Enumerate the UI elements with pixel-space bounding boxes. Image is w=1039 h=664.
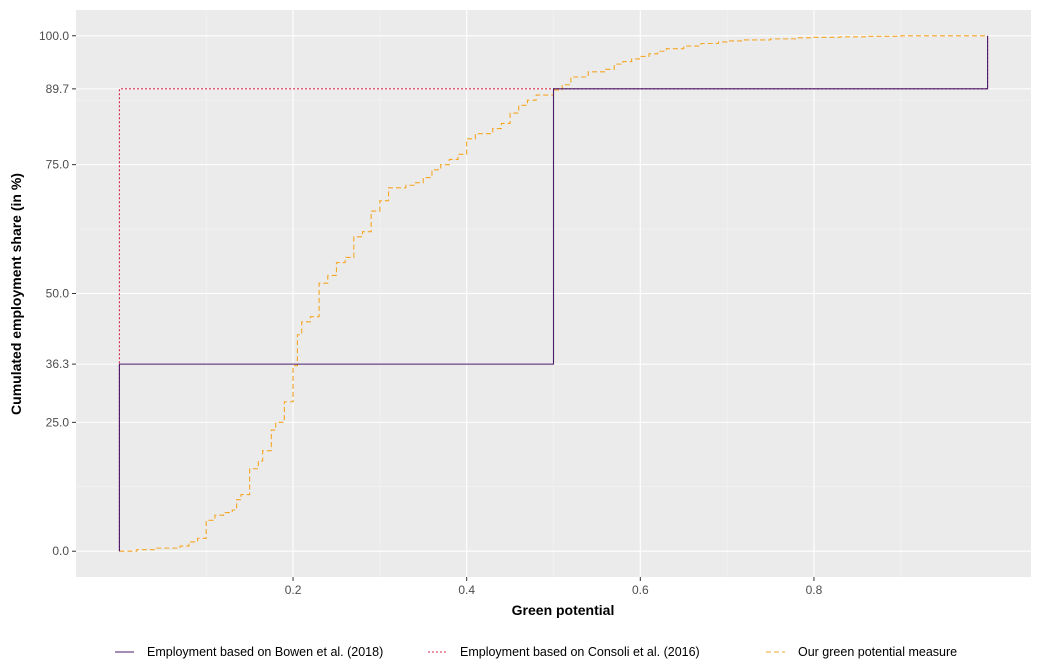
series-layer: [118, 35, 989, 552]
y-axis-title: Cumulated employment share (in %): [8, 173, 24, 415]
x-tick-label: 0.2: [285, 583, 302, 597]
y-tick-label: 25.0: [46, 415, 70, 429]
y-tick-label: 0.0: [52, 544, 69, 558]
x-axis-ticks: 0.2 0.4 0.6 0.8: [285, 577, 823, 597]
y-tick-label: 50.0: [46, 287, 70, 301]
y-tick-label: 36.3: [46, 357, 70, 371]
x-tick-label: 0.6: [632, 583, 649, 597]
y-tick-label: 75.0: [46, 158, 70, 172]
x-tick-label: 0.4: [458, 583, 475, 597]
series-line-3: [119, 35, 988, 552]
y-tick-label: 100.0: [39, 29, 69, 43]
x-tick-label: 0.8: [806, 583, 823, 597]
legend-label-1: Employment based on Bowen et al. (2018): [147, 645, 383, 659]
legend-label-2: Employment based on Consoli et al. (2016…: [460, 645, 700, 659]
legend-label-3: Our green potential measure: [798, 645, 957, 659]
legend: Employment based on Bowen et al. (2018) E…: [115, 645, 957, 659]
y-axis-ticks: 0.0 25.0 36.3 50.0 75.0 89.7 100.0: [39, 29, 76, 558]
x-axis-title: Green potential: [512, 602, 615, 618]
y-tick-label: 89.7: [46, 82, 70, 96]
series-line-1: [118, 35, 989, 552]
